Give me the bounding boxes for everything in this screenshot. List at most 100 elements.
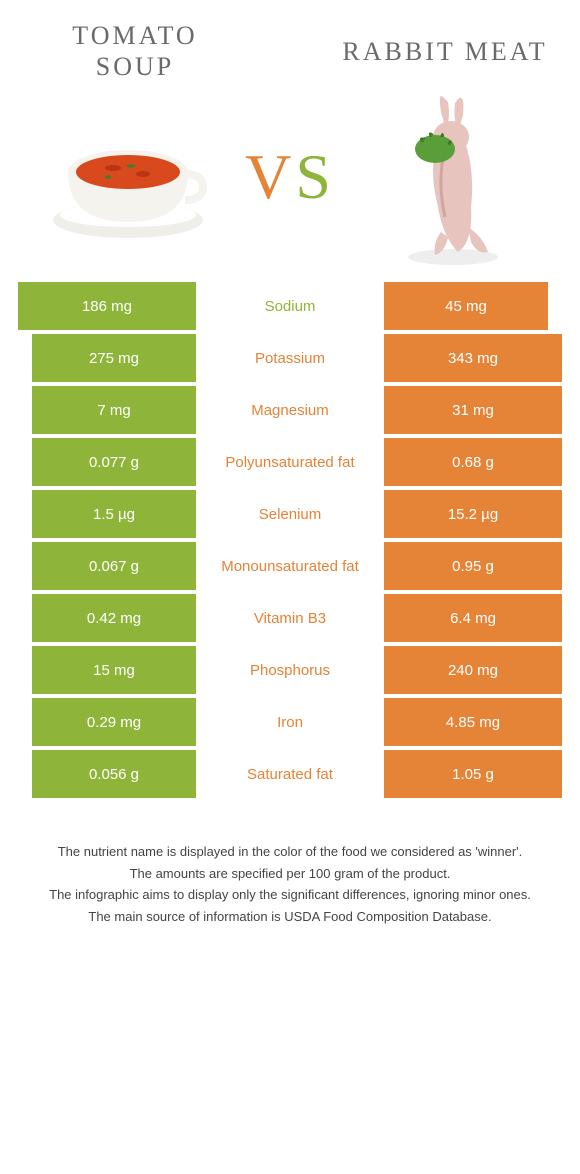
table-row: 186 mg Sodium 45 mg bbox=[18, 282, 562, 330]
nutrient-name-cell: Sodium bbox=[196, 282, 384, 330]
table-row: 275 mg Potassium 343 mg bbox=[18, 334, 562, 382]
footer-line-3: The infographic aims to display only the… bbox=[30, 885, 550, 905]
right-value: 4.85 mg bbox=[446, 714, 500, 731]
spacer bbox=[18, 334, 32, 382]
left-title-line2: SOUP bbox=[96, 52, 174, 81]
left-value-cell: 15 mg bbox=[32, 646, 196, 694]
nutrient-name-cell: Monounsaturated fat bbox=[196, 542, 384, 590]
right-value-cell: 4.85 mg bbox=[384, 698, 562, 746]
right-value: 31 mg bbox=[452, 402, 494, 419]
left-value-cell: 186 mg bbox=[18, 282, 196, 330]
right-value: 15.2 µg bbox=[448, 506, 498, 523]
left-value: 0.056 g bbox=[89, 766, 139, 783]
nutrient-name-cell: Iron bbox=[196, 698, 384, 746]
nutrient-name: Iron bbox=[277, 714, 303, 731]
footer-notes: The nutrient name is displayed in the co… bbox=[0, 802, 580, 958]
left-value: 275 mg bbox=[89, 350, 139, 367]
table-row: 0.067 g Monounsaturated fat 0.95 g bbox=[18, 542, 562, 590]
right-value-cell: 45 mg bbox=[384, 282, 548, 330]
nutrient-name-cell: Polyunsaturated fat bbox=[196, 438, 384, 486]
table-row: 1.5 µg Selenium 15.2 µg bbox=[18, 490, 562, 538]
spacer bbox=[18, 542, 32, 590]
left-title-line1: TOMATO bbox=[72, 21, 197, 50]
right-value-cell: 31 mg bbox=[384, 386, 562, 434]
table-row: 7 mg Magnesium 31 mg bbox=[18, 386, 562, 434]
right-food-image bbox=[355, 92, 550, 262]
spacer bbox=[18, 594, 32, 642]
right-value-cell: 6.4 mg bbox=[384, 594, 562, 642]
tomato-soup-icon bbox=[43, 102, 213, 252]
left-food-title: TOMATO SOUP bbox=[20, 20, 290, 82]
left-value-cell: 0.077 g bbox=[32, 438, 196, 486]
comparison-table: 186 mg Sodium 45 mg 275 mg Potassium 343 mg 7 … bbox=[0, 282, 580, 798]
left-value-cell: 7 mg bbox=[32, 386, 196, 434]
right-value: 240 mg bbox=[448, 662, 498, 679]
right-value-cell: 0.95 g bbox=[384, 542, 562, 590]
left-value: 0.42 mg bbox=[87, 610, 141, 627]
left-value: 186 mg bbox=[82, 298, 132, 315]
nutrient-name-cell: Magnesium bbox=[196, 386, 384, 434]
vs-label: VS bbox=[225, 140, 355, 214]
nutrient-name: Saturated fat bbox=[247, 766, 333, 783]
right-value-cell: 0.68 g bbox=[384, 438, 562, 486]
nutrient-name-cell: Vitamin B3 bbox=[196, 594, 384, 642]
nutrient-name: Selenium bbox=[259, 506, 322, 523]
left-value: 0.29 mg bbox=[87, 714, 141, 731]
left-value: 0.077 g bbox=[89, 454, 139, 471]
vs-letter-s: S bbox=[295, 141, 335, 212]
spacer bbox=[18, 646, 32, 694]
table-row: 0.077 g Polyunsaturated fat 0.68 g bbox=[18, 438, 562, 486]
right-value: 6.4 mg bbox=[450, 610, 496, 627]
left-value: 1.5 µg bbox=[93, 506, 135, 523]
nutrient-name-cell: Saturated fat bbox=[196, 750, 384, 798]
left-value: 7 mg bbox=[97, 402, 130, 419]
right-value-cell: 343 mg bbox=[384, 334, 562, 382]
table-row: 15 mg Phosphorus 240 mg bbox=[18, 646, 562, 694]
spacer bbox=[18, 698, 32, 746]
nutrient-name: Monounsaturated fat bbox=[221, 558, 359, 575]
left-value-cell: 0.29 mg bbox=[32, 698, 196, 746]
nutrient-name-cell: Phosphorus bbox=[196, 646, 384, 694]
right-value-cell: 240 mg bbox=[384, 646, 562, 694]
left-value: 15 mg bbox=[93, 662, 135, 679]
left-value: 0.067 g bbox=[89, 558, 139, 575]
footer-line-4: The main source of information is USDA F… bbox=[30, 907, 550, 927]
footer-line-2: The amounts are specified per 100 gram o… bbox=[30, 864, 550, 884]
spacer bbox=[18, 438, 32, 486]
right-value: 1.05 g bbox=[452, 766, 494, 783]
nutrient-name: Potassium bbox=[255, 350, 325, 367]
table-row: 0.056 g Saturated fat 1.05 g bbox=[18, 750, 562, 798]
nutrient-name-cell: Potassium bbox=[196, 334, 384, 382]
table-row: 0.29 mg Iron 4.85 mg bbox=[18, 698, 562, 746]
images-row: VS bbox=[0, 82, 580, 282]
left-value-cell: 275 mg bbox=[32, 334, 196, 382]
footer-line-1: The nutrient name is displayed in the co… bbox=[30, 842, 550, 862]
nutrient-name: Sodium bbox=[265, 298, 316, 315]
vs-letter-v: V bbox=[245, 141, 295, 212]
spacer bbox=[548, 282, 562, 330]
nutrient-name: Phosphorus bbox=[250, 662, 330, 679]
right-title-text: RABBIT MEAT bbox=[342, 36, 547, 67]
spacer bbox=[18, 386, 32, 434]
titles-row: TOMATO SOUP RABBIT MEAT bbox=[0, 0, 580, 82]
left-value-cell: 0.067 g bbox=[32, 542, 196, 590]
left-food-image bbox=[30, 92, 225, 262]
right-value-cell: 1.05 g bbox=[384, 750, 562, 798]
right-value: 343 mg bbox=[448, 350, 498, 367]
spacer bbox=[18, 490, 32, 538]
nutrient-name-cell: Selenium bbox=[196, 490, 384, 538]
left-value-cell: 0.056 g bbox=[32, 750, 196, 798]
nutrient-name: Vitamin B3 bbox=[254, 610, 326, 627]
nutrient-name: Polyunsaturated fat bbox=[225, 454, 354, 471]
left-value-cell: 0.42 mg bbox=[32, 594, 196, 642]
left-value-cell: 1.5 µg bbox=[32, 490, 196, 538]
right-value-cell: 15.2 µg bbox=[384, 490, 562, 538]
table-row: 0.42 mg Vitamin B3 6.4 mg bbox=[18, 594, 562, 642]
nutrient-name: Magnesium bbox=[251, 402, 329, 419]
right-value: 45 mg bbox=[445, 298, 487, 315]
right-value: 0.68 g bbox=[452, 454, 494, 471]
spacer bbox=[18, 750, 32, 798]
rabbit-meat-icon bbox=[383, 87, 523, 267]
right-food-title: RABBIT MEAT bbox=[290, 20, 560, 82]
right-value: 0.95 g bbox=[452, 558, 494, 575]
